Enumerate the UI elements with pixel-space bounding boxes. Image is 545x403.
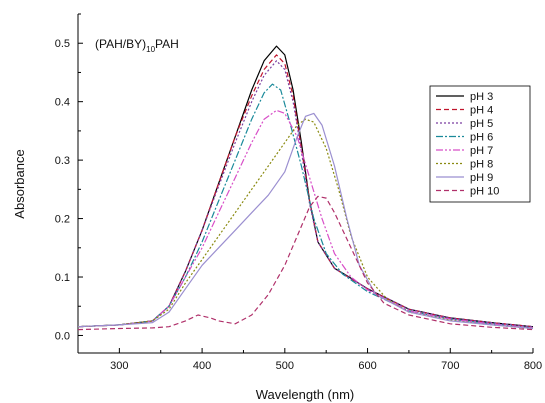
x-tick-label: 400 [193,360,211,372]
x-tick-label: 700 [441,360,459,372]
series-line-ph-5 [77,60,534,328]
y-tick-label: 0.0 [55,330,70,342]
axis-ticks: 300 400 500 600 700 800 0.0 0.1 0.2 0.3 0.4 0.5 [55,13,542,372]
x-tick-label: 500 [276,360,294,372]
legend-label: pH 10 [470,186,499,198]
annotation-suffix: PAH [155,37,179,51]
x-axis-title: Wavelength (nm) [256,387,355,402]
legend-label: pH 4 [470,105,493,117]
y-tick-label: 0.4 [55,97,70,109]
series-layer [77,45,534,331]
legend-label: pH 6 [470,132,493,144]
y-tick-label: 0.2 [55,214,70,226]
series-line-ph-7 [77,109,534,329]
plot-area [77,14,533,354]
legend-label: pH 3 [470,91,493,103]
y-tick-label: 0.5 [55,38,70,50]
x-tick-label: 800 [524,360,542,372]
legend: pH 3 pH 4pH 5 pH 6pH 7 pH 8pH 9 pH 10 [429,85,531,203]
legend-box [429,85,531,203]
x-tick-label: 300 [110,360,128,372]
y-tick-label: 0.1 [55,272,70,284]
series-line-ph-10 [77,195,534,331]
series-line-ph-9 [77,112,534,330]
legend-label: pH 9 [470,172,493,184]
annotation-subscript: 10 [146,45,155,54]
series-line-ph-4 [77,54,534,328]
y-axis-title: Absorbance [12,149,27,218]
legend-label: pH 8 [470,159,493,171]
x-tick-label: 600 [358,360,376,372]
legend-label: pH 7 [470,145,493,157]
chart-annotation: (PAH/BY)10PAH [95,37,179,54]
y-tick-label: 0.3 [55,155,70,167]
legend-label: pH 5 [470,118,493,130]
